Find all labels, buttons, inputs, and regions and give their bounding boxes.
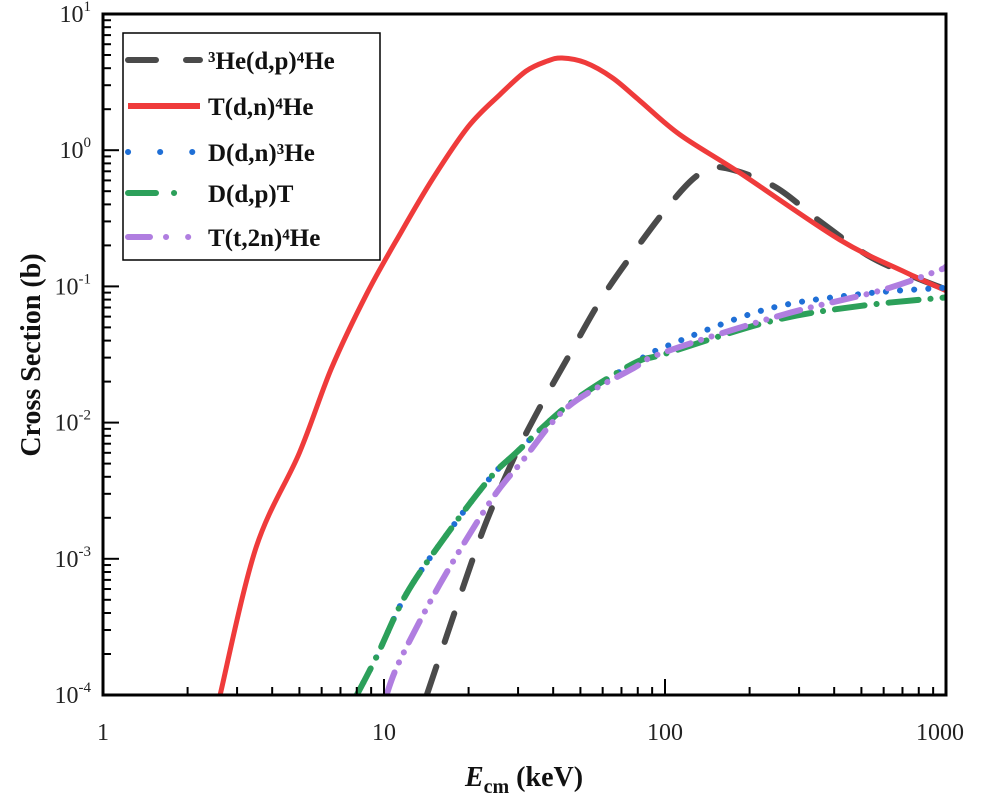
y-tick-label: 10-2 bbox=[55, 408, 92, 437]
series-lines bbox=[217, 55, 946, 695]
legend-label: T(d,n)⁴He bbox=[208, 94, 313, 121]
y-tick-base: 10 bbox=[55, 274, 79, 300]
legend-label: D(d,n)³He bbox=[208, 140, 315, 167]
series-line-0 bbox=[423, 163, 946, 695]
y-tick-exponent: -2 bbox=[79, 408, 92, 424]
y-tick-exponent: 0 bbox=[84, 135, 92, 151]
legend-label: ³He(d,p)⁴He bbox=[208, 48, 335, 75]
y-axis-title: Cross Section (b) bbox=[16, 253, 47, 456]
x-axis-title: Ecm (keV) bbox=[464, 762, 583, 798]
x-tick-label: 10 bbox=[372, 720, 396, 746]
y-tick-base: 10 bbox=[55, 411, 79, 437]
y-tick-base: 10 bbox=[55, 547, 79, 573]
x-axis-title-subscript: cm bbox=[484, 776, 510, 798]
series-line-3 bbox=[353, 294, 946, 695]
x-axis-title-symbol: E bbox=[464, 762, 484, 793]
legend-label: T(t,2n)⁴He bbox=[208, 225, 320, 252]
x-axis-title-unit: (keV) bbox=[509, 762, 583, 793]
series-line-4 bbox=[383, 263, 946, 695]
y-tick-base: 10 bbox=[60, 2, 84, 28]
x-tick-label: 100 bbox=[647, 720, 683, 746]
y-tick-exponent: -4 bbox=[79, 680, 92, 696]
y-tick-label: 100 bbox=[60, 135, 92, 164]
y-tick-label: 10-4 bbox=[55, 680, 92, 709]
series-line-1 bbox=[217, 55, 946, 695]
y-tick-label: 101 bbox=[60, 0, 92, 28]
plot-frame bbox=[101, 12, 948, 697]
y-tick-exponent: -3 bbox=[79, 544, 92, 560]
y-tick-base: 10 bbox=[60, 138, 84, 164]
y-tick-base: 10 bbox=[55, 683, 79, 709]
y-tick-exponent: 1 bbox=[84, 0, 92, 15]
x-tick-label: 1000 bbox=[916, 720, 964, 746]
y-tick-label: 10-3 bbox=[55, 544, 92, 573]
y-tick-label: 10-1 bbox=[55, 271, 92, 300]
legend-box bbox=[122, 32, 381, 261]
x-tick-label: 1 bbox=[97, 720, 109, 746]
y-tick-exponent: -1 bbox=[79, 271, 92, 287]
legend: ³He(d,p)⁴He T(d,n)⁴He D(d,n)³He D(d,p)T T(t,… bbox=[122, 32, 381, 261]
legend-label: D(d,p)T bbox=[208, 181, 294, 208]
